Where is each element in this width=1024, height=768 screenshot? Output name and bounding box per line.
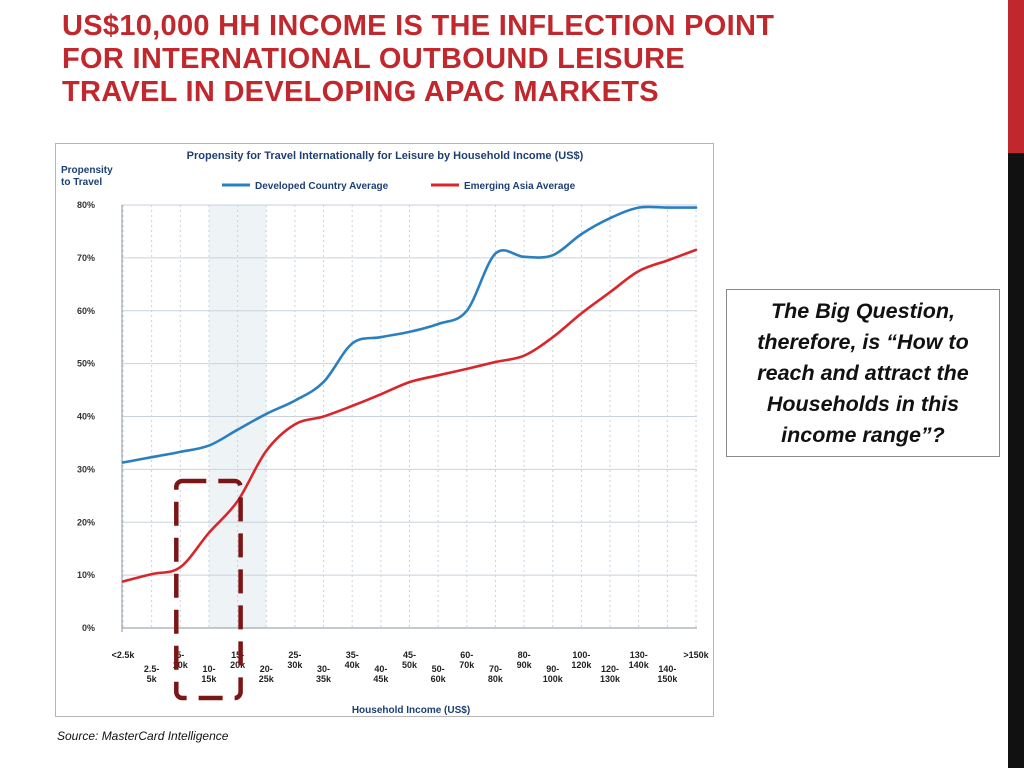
x-tick-label: 40k — [345, 660, 361, 670]
x-tick-label: 20- — [260, 664, 273, 674]
callout-box: The Big Question, therefore, is “How to … — [726, 289, 1000, 457]
x-tick-label: 35k — [316, 674, 332, 684]
x-tick-label: 60k — [431, 674, 447, 684]
x-tick-label: 15- — [231, 650, 244, 660]
y-axis-label: to Travel — [61, 177, 102, 188]
x-tick-label: 100- — [572, 650, 590, 660]
y-tick-label: 10% — [77, 570, 95, 580]
x-tick-label: 70k — [459, 660, 475, 670]
x-tick-label: 150k — [657, 674, 678, 684]
accent-bar-red — [1008, 0, 1024, 153]
x-tick-label: 50- — [432, 664, 445, 674]
y-tick-label: 40% — [77, 412, 95, 422]
y-tick-label: 60% — [77, 306, 95, 316]
x-tick-label: 25k — [259, 674, 275, 684]
x-tick-label: 10- — [202, 664, 215, 674]
accent-bar-black — [1008, 153, 1024, 768]
x-tick-label: 120k — [571, 660, 592, 670]
x-tick-label: 90- — [546, 664, 559, 674]
x-tick-label: 140k — [629, 660, 650, 670]
x-tick-label: 120- — [601, 664, 619, 674]
x-tick-label: 130- — [630, 650, 648, 660]
x-tick-label: 40- — [374, 664, 387, 674]
title-line: US$10,000 HH INCOME IS THE INFLECTION PO… — [62, 10, 775, 42]
callout-line: therefore, is “How to — [757, 329, 969, 354]
callout-line: The Big Question, — [771, 298, 955, 323]
slide-title: US$10,000 HH INCOME IS THE INFLECTION PO… — [62, 10, 992, 109]
legend-label: Emerging Asia Average — [464, 181, 576, 192]
x-tick-label: 15k — [201, 674, 217, 684]
y-tick-label: 70% — [77, 253, 95, 263]
y-tick-label: 0% — [82, 623, 95, 633]
x-tick-label: 30- — [317, 664, 330, 674]
callout-line: Households in this — [766, 391, 960, 416]
x-tick-label: 2.5- — [144, 664, 160, 674]
chart-title: Propensity for Travel Internationally fo… — [187, 150, 584, 162]
x-tick-label: 30k — [287, 660, 303, 670]
callout-line: income range”? — [781, 422, 945, 447]
x-tick-label: 80k — [488, 674, 504, 684]
x-tick-label: 35- — [346, 650, 359, 660]
title-line: FOR INTERNATIONAL OUTBOUND LEISURE — [62, 43, 685, 75]
y-axis-label: Propensity — [61, 165, 113, 176]
x-tick-label: 5k — [147, 674, 158, 684]
x-tick-label: 5- — [176, 650, 184, 660]
x-tick-label: >150k — [683, 650, 709, 660]
x-tick-label: 45- — [403, 650, 416, 660]
x-tick-label: 50k — [402, 660, 418, 670]
source-note: Source: MasterCard Intelligence — [57, 729, 229, 743]
x-tick-label: 100k — [543, 674, 564, 684]
series-line-developed — [121, 205, 698, 464]
x-tick-label: 80- — [518, 650, 531, 660]
highlight-dashed-box — [174, 478, 243, 701]
x-tick-label: 90k — [517, 660, 533, 670]
y-tick-label: 30% — [77, 464, 95, 474]
x-tick-label: 130k — [600, 674, 621, 684]
line-chart: 0% 10% 20% 30% 40% 50% 60% 70% 80% Propensity for… — [61, 150, 710, 716]
chart-frame: 0% 10% 20% 30% 40% 50% 60% 70% 80% Propensity for… — [55, 143, 714, 717]
x-tick-label: 10k — [173, 660, 189, 670]
x-tick-label: 70- — [489, 664, 502, 674]
x-tick-label: 20k — [230, 660, 246, 670]
x-tick-label: 140- — [658, 664, 676, 674]
y-tick-label: 80% — [77, 200, 95, 210]
y-tick-label: 20% — [77, 517, 95, 527]
title-line: TRAVEL IN DEVELOPING APAC MARKETS — [62, 76, 659, 108]
callout-line: reach and attract the — [757, 360, 969, 385]
y-tick-label: 50% — [77, 359, 95, 369]
x-tick-label: <2.5k — [112, 650, 136, 660]
callout-text: The Big Question, therefore, is “How to … — [757, 296, 968, 451]
legend-label: Developed Country Average — [255, 181, 389, 192]
x-tick-label: 60- — [460, 650, 473, 660]
series-line-emerging — [121, 248, 698, 583]
x-tick-label: 45k — [373, 674, 389, 684]
x-tick-label: 25- — [288, 650, 301, 660]
x-axis-label: Household Income (US$) — [352, 705, 470, 716]
